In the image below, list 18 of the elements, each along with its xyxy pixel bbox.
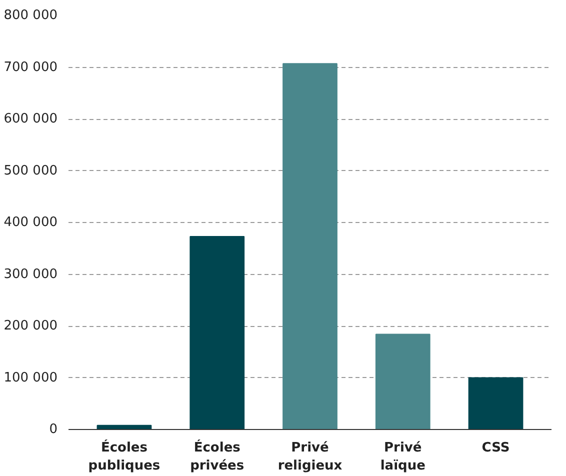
bar: [190, 236, 245, 430]
y-tick-label: 700 000: [4, 60, 58, 75]
x-tick-label: CSS: [482, 440, 510, 456]
y-tick-label: 100 000: [4, 370, 58, 386]
x-tick-label: Écoles publiques: [88, 438, 160, 474]
x-tick-label: Écoles privées: [190, 438, 244, 474]
y-tick-label: 600 000: [4, 112, 58, 126]
bar: [468, 377, 524, 430]
y-tick-label: 0: [49, 422, 58, 437]
bar: [282, 63, 338, 430]
x-tick-label: Privé laïque: [380, 440, 426, 474]
x-tick-label: Privé religieux: [278, 440, 343, 474]
y-tick-label: 800 000: [4, 8, 58, 23]
y-tick-label: 300 000: [4, 266, 58, 282]
y-tick-label: 400 000: [4, 215, 58, 230]
y-tick-label: 200 000: [4, 318, 58, 334]
y-tick-label: 500 000: [4, 163, 58, 178]
bar: [375, 334, 430, 430]
